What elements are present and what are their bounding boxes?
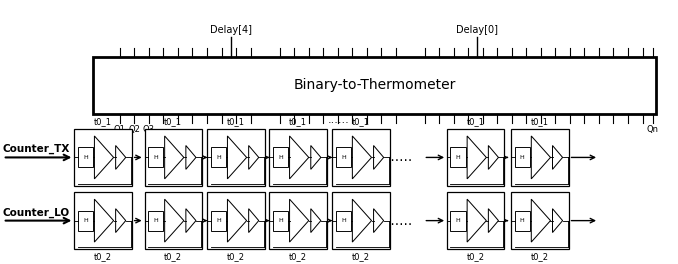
Polygon shape xyxy=(488,145,498,169)
Bar xyxy=(515,147,530,167)
Text: Q2: Q2 xyxy=(128,125,140,134)
Text: Counter_LO: Counter_LO xyxy=(3,207,70,218)
Text: t0_1: t0_1 xyxy=(164,117,182,126)
Text: ......: ...... xyxy=(328,115,350,125)
Text: t0_1: t0_1 xyxy=(289,117,307,126)
Polygon shape xyxy=(249,145,259,169)
Bar xyxy=(211,211,226,231)
Polygon shape xyxy=(165,136,184,179)
Bar xyxy=(269,129,327,186)
Polygon shape xyxy=(532,136,551,179)
Bar xyxy=(148,211,163,231)
Text: ......: ...... xyxy=(386,150,413,164)
Bar xyxy=(273,147,288,167)
Bar xyxy=(450,147,466,167)
Text: Counter_TX: Counter_TX xyxy=(3,144,70,154)
Text: H: H xyxy=(278,218,283,223)
Bar xyxy=(78,211,93,231)
Text: H: H xyxy=(520,155,525,160)
Bar xyxy=(78,147,93,167)
Bar xyxy=(450,211,466,231)
Polygon shape xyxy=(227,199,247,242)
Polygon shape xyxy=(553,209,563,233)
Polygon shape xyxy=(467,136,486,179)
Polygon shape xyxy=(94,199,114,242)
Polygon shape xyxy=(488,209,498,233)
Text: H: H xyxy=(341,155,346,160)
Polygon shape xyxy=(374,209,384,233)
Text: H: H xyxy=(216,218,221,223)
Text: t0_1: t0_1 xyxy=(531,117,549,126)
Text: H: H xyxy=(456,218,460,223)
Bar xyxy=(92,57,656,114)
Text: H: H xyxy=(278,155,283,160)
Polygon shape xyxy=(532,199,551,242)
Bar xyxy=(332,192,390,249)
Bar xyxy=(511,129,569,186)
Text: H: H xyxy=(153,218,158,223)
Text: H: H xyxy=(216,155,221,160)
Text: Delay[0]: Delay[0] xyxy=(456,25,498,35)
Bar xyxy=(447,129,504,186)
Polygon shape xyxy=(116,145,125,169)
Polygon shape xyxy=(467,199,486,242)
Polygon shape xyxy=(353,136,372,179)
Text: H: H xyxy=(153,155,158,160)
Bar xyxy=(515,211,530,231)
Polygon shape xyxy=(353,199,372,242)
Polygon shape xyxy=(227,136,247,179)
Bar xyxy=(269,192,327,249)
Polygon shape xyxy=(311,209,321,233)
Text: H: H xyxy=(83,155,87,160)
Bar xyxy=(144,129,202,186)
Text: t0_2: t0_2 xyxy=(94,252,112,261)
Text: t0_1: t0_1 xyxy=(352,117,370,126)
Polygon shape xyxy=(186,209,196,233)
Bar xyxy=(75,129,132,186)
Text: H: H xyxy=(83,218,87,223)
Bar xyxy=(336,211,351,231)
Polygon shape xyxy=(374,145,384,169)
Bar xyxy=(75,192,132,249)
Text: Qn: Qn xyxy=(647,125,659,134)
Polygon shape xyxy=(311,145,321,169)
Polygon shape xyxy=(553,145,563,169)
Text: t0_1: t0_1 xyxy=(227,117,245,126)
Polygon shape xyxy=(249,209,259,233)
Polygon shape xyxy=(186,145,196,169)
Bar xyxy=(273,211,288,231)
Text: t0_2: t0_2 xyxy=(289,252,307,261)
Text: H: H xyxy=(456,155,460,160)
Text: H: H xyxy=(520,218,525,223)
Text: t0_2: t0_2 xyxy=(227,252,245,261)
Polygon shape xyxy=(94,136,114,179)
Bar xyxy=(144,192,202,249)
Text: t0_2: t0_2 xyxy=(531,252,549,261)
Bar xyxy=(211,147,226,167)
Text: t0_1: t0_1 xyxy=(94,117,112,126)
Text: ......: ...... xyxy=(386,214,413,228)
Text: t0_1: t0_1 xyxy=(466,117,485,126)
Bar xyxy=(332,129,390,186)
Polygon shape xyxy=(116,209,125,233)
Text: Q1: Q1 xyxy=(114,125,125,134)
Polygon shape xyxy=(290,136,308,179)
Polygon shape xyxy=(165,199,184,242)
Bar xyxy=(336,147,351,167)
Text: Delay[4]: Delay[4] xyxy=(210,25,252,35)
Text: H: H xyxy=(341,218,346,223)
Text: Binary-to-Thermometer: Binary-to-Thermometer xyxy=(294,78,456,92)
Bar xyxy=(447,192,504,249)
Bar xyxy=(207,129,264,186)
Text: t0_2: t0_2 xyxy=(352,252,370,261)
Text: t0_2: t0_2 xyxy=(164,252,182,261)
Bar xyxy=(511,192,569,249)
Bar xyxy=(207,192,264,249)
Text: t0_2: t0_2 xyxy=(466,252,485,261)
Text: Q3: Q3 xyxy=(142,125,155,134)
Polygon shape xyxy=(290,199,308,242)
Bar xyxy=(148,147,163,167)
